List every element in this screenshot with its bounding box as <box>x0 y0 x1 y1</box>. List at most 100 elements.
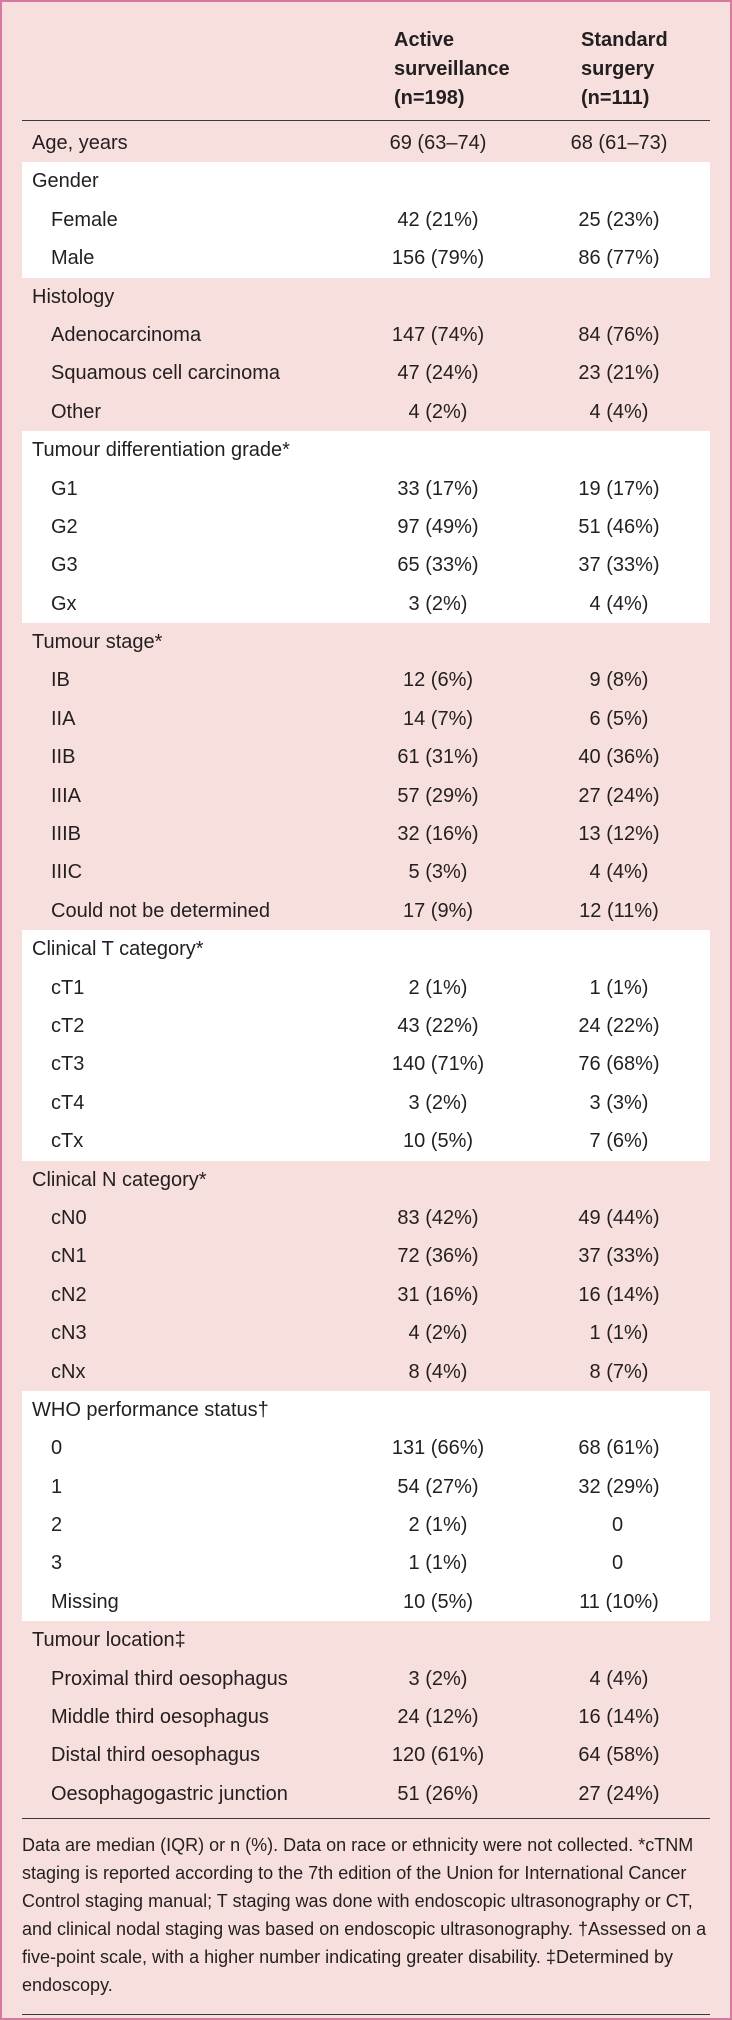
standard-surgery-value: 4 (4%) <box>589 400 649 423</box>
table-row: G1 33 (17%) 19 (17%) <box>22 470 710 508</box>
section-row: Gender <box>22 162 710 200</box>
active-surveillance-value: 2 (1%) <box>408 1514 468 1537</box>
active-surveillance-value: 3 (2%) <box>408 1667 468 1690</box>
active-surveillance-value: 147 (74%) <box>391 323 485 346</box>
table-row: G3 65 (33%) 37 (33%) <box>22 546 710 584</box>
active-surveillance-value: 61 (31%) <box>397 746 479 769</box>
standard-surgery-value: 13 (12%) <box>578 823 660 846</box>
row-label: IIIA <box>51 784 82 807</box>
row-label: IIA <box>51 707 76 730</box>
active-surveillance-value: 97 (49%) <box>397 515 479 538</box>
standard-surgery-value: 76 (68%) <box>578 1053 660 1076</box>
row-label: cN1 <box>51 1245 87 1268</box>
standard-surgery-value: 7 (6%) <box>589 1130 649 1153</box>
header-line: Standard <box>581 29 668 51</box>
row-group: Tumour stage* IB 12 (6%) 9 (8%) IIA 14 (7%) 6 … <box>22 623 710 930</box>
active-surveillance-value: 47 (24%) <box>397 362 479 385</box>
standard-surgery-value: 37 (33%) <box>578 1245 660 1268</box>
row-label: 2 <box>51 1514 63 1537</box>
active-surveillance-value: 120 (61%) <box>391 1744 485 1767</box>
row-label: Oesophagogastric junction <box>51 1782 288 1805</box>
table-row: Oesophagogastric junction 51 (26%) 27 (24%… <box>22 1775 710 1813</box>
section-row: Tumour location‡ <box>22 1621 710 1659</box>
active-surveillance-value: 24 (12%) <box>397 1706 479 1729</box>
table-row: IIA 14 (7%) 6 (5%) <box>22 700 710 738</box>
table-row: IIIB 32 (16%) 13 (12%) <box>22 815 710 853</box>
header-line: (n=198) <box>394 87 465 109</box>
standard-surgery-value: 27 (24%) <box>578 1782 660 1805</box>
active-surveillance-value: 1 (1%) <box>408 1552 468 1575</box>
table-row: Distal third oesophagus 120 (61%) 64 (58%) <box>22 1736 710 1774</box>
active-surveillance-value: 51 (26%) <box>397 1782 479 1805</box>
row-label: Clinical T category* <box>32 938 204 961</box>
header-line: surgery <box>581 58 655 80</box>
standard-surgery-value: 11 (10%) <box>579 1590 659 1613</box>
row-label: G1 <box>51 477 78 500</box>
active-surveillance-value: 4 (2%) <box>408 400 468 423</box>
standard-surgery-value: 68 (61%) <box>578 1437 660 1460</box>
row-label: Gx <box>51 592 77 615</box>
active-surveillance-value: 54 (27%) <box>397 1475 479 1498</box>
row-label: IB <box>51 669 70 692</box>
bottom-rule <box>22 2014 710 2015</box>
table-header: Active surveillance (n=198) Standard sur… <box>22 2 710 121</box>
row-label: G2 <box>51 515 78 538</box>
row-label: Age, years <box>32 132 128 154</box>
row-label: Tumour stage* <box>32 631 163 654</box>
active-surveillance-value: 17 (9%) <box>402 899 474 922</box>
row-group: WHO performance status† 0 131 (66%) 68 (61%… <box>22 1390 710 1622</box>
table-row: cT1 2 (1%) 1 (1%) <box>22 969 710 1007</box>
row-group: Tumour location‡ Proximal third oesophagu… <box>22 1621 710 1813</box>
table-row: Adenocarcinoma 147 (74%) 84 (76%) <box>22 316 710 354</box>
standard-surgery-value: 86 (77%) <box>578 247 660 270</box>
row-label: Missing <box>51 1590 119 1613</box>
row-label: cT2 <box>51 1014 85 1037</box>
standard-surgery-value: 4 (4%) <box>589 1667 649 1690</box>
row-label: Could not be determined <box>51 899 271 922</box>
table-row: cTx 10 (5%) 7 (6%) <box>22 1122 710 1160</box>
header-line: (n=111) <box>581 87 650 109</box>
active-surveillance-value: 10 (5%) <box>402 1590 474 1613</box>
row-group: Clinical T category* cT1 2 (1%) 1 (1%) cT2 43… <box>22 930 710 1161</box>
row-label: IIIC <box>51 861 83 884</box>
row-label: Female <box>51 208 118 231</box>
row-label: cNx <box>51 1360 86 1383</box>
active-surveillance-value: 42 (21%) <box>397 208 479 231</box>
active-surveillance-value: 10 (5%) <box>402 1130 474 1153</box>
row-label: Middle third oesophagus <box>51 1706 269 1729</box>
row-label: WHO performance status† <box>32 1398 269 1421</box>
table-row: Missing 10 (5%) 11 (10%) <box>22 1583 710 1621</box>
column-header-standard-surgery: Standard surgery (n=111) <box>581 26 668 113</box>
table-row: Middle third oesophagus 24 (12%) 16 (14%) <box>22 1698 710 1736</box>
standard-surgery-value: 49 (44%) <box>578 1206 660 1229</box>
active-surveillance-value: 32 (16%) <box>397 823 479 846</box>
table-row: IIIC 5 (3%) 4 (4%) <box>22 853 710 891</box>
row-label: 0 <box>51 1437 63 1460</box>
standard-surgery-value: 27 (24%) <box>578 784 660 807</box>
active-surveillance-value: 140 (71%) <box>391 1053 485 1076</box>
table-row: cN2 31 (16%) 16 (14%) <box>22 1276 710 1314</box>
active-surveillance-value: 31 (16%) <box>397 1283 479 1306</box>
table-row: Gx 3 (2%) 4 (4%) <box>22 585 710 623</box>
standard-surgery-value: 6 (5%) <box>589 707 649 730</box>
table-row: IIB 61 (31%) 40 (36%) <box>22 738 710 776</box>
standard-surgery-value: 32 (29%) <box>578 1475 660 1498</box>
standard-surgery-value: 23 (21%) <box>578 362 660 385</box>
row-label: Distal third oesophagus <box>51 1744 261 1767</box>
row-label: Other <box>51 400 102 423</box>
standard-surgery-value: 8 (7%) <box>589 1360 649 1383</box>
active-surveillance-value: 33 (17%) <box>397 477 479 500</box>
row-label: cT4 <box>51 1091 85 1114</box>
row-label: Tumour differentiation grade* <box>32 439 290 462</box>
active-surveillance-value: 5 (3%) <box>408 861 468 884</box>
row-label: Gender <box>32 170 99 193</box>
row-label: Clinical N category* <box>32 1168 207 1191</box>
table-row: cT4 3 (2%) 3 (3%) <box>22 1084 710 1122</box>
table-row: Squamous cell carcinoma 47 (24%) 23 (21%) <box>22 354 710 392</box>
row-label: G3 <box>51 554 78 577</box>
standard-surgery-value: 12 (11%) <box>579 899 659 922</box>
table-row: cN0 83 (42%) 49 (44%) <box>22 1199 710 1237</box>
standard-surgery-value: 37 (33%) <box>578 554 660 577</box>
row-label: Male <box>51 247 95 270</box>
